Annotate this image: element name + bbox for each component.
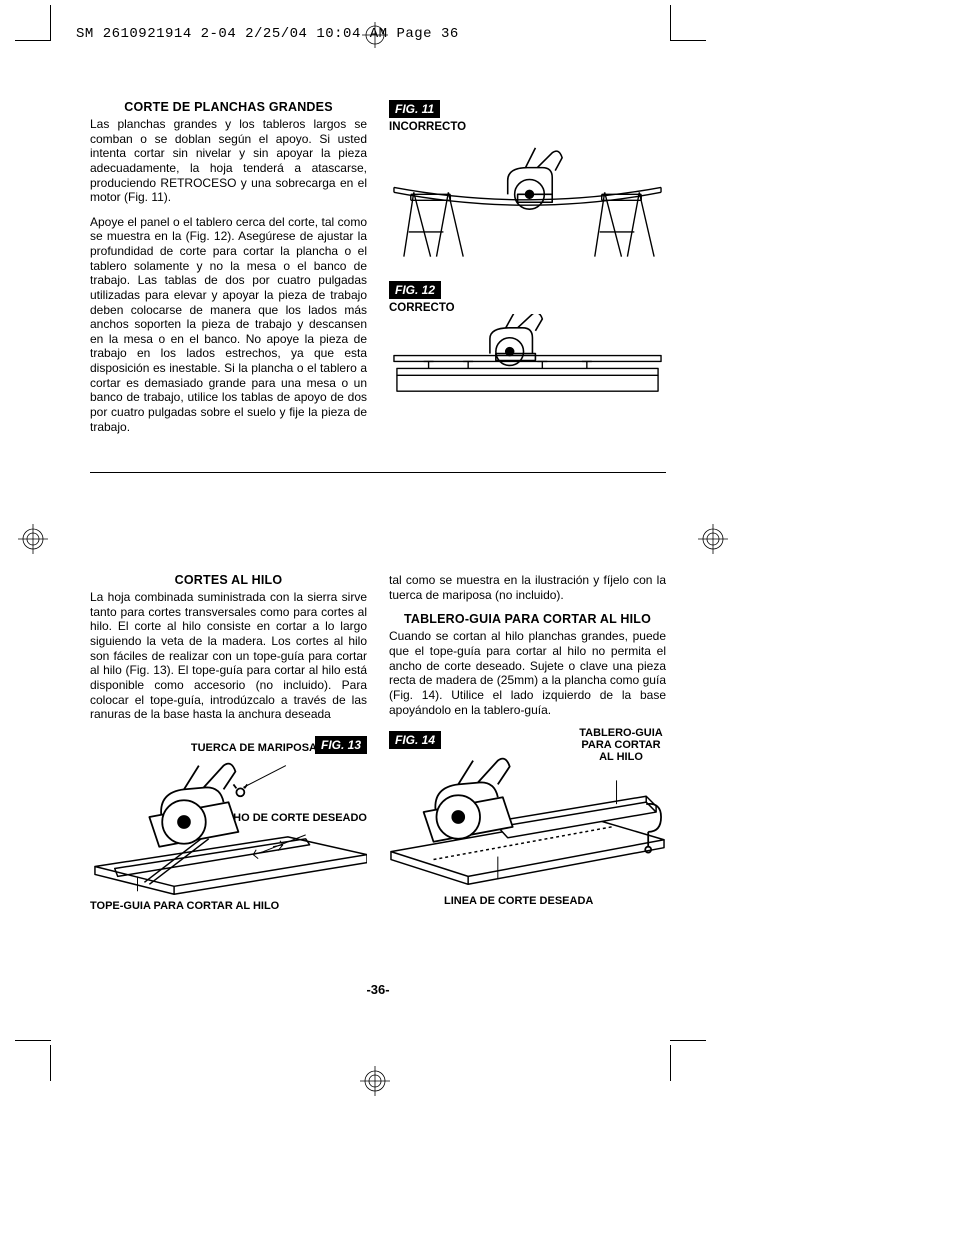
fig11-tag: FIG. 11 (389, 100, 440, 118)
heading-tablero: TABLERO-GUIA PARA CORTAR AL HILO (389, 612, 666, 626)
registration-mark (360, 1066, 390, 1096)
para: La hoja combinada suministrada con la si… (90, 590, 367, 722)
figure-12: FIG. 12 CORRECTO (389, 281, 666, 413)
crop-mark (670, 40, 706, 41)
para: Apoye el panel o el tablero cerca del co… (90, 215, 367, 434)
crop-mark (50, 1045, 51, 1081)
crop-mark (670, 1045, 671, 1081)
crop-mark (670, 1040, 706, 1041)
figure-14: FIG. 14 TABLERO-GUIA PARA CORTAR AL HILO… (389, 727, 666, 907)
section-cortes: CORTES AL HILO La hoja combinada suminis… (90, 573, 666, 912)
registration-mark (18, 524, 48, 554)
fig11-label: INCORRECTO (389, 121, 666, 133)
para: tal como se muestra en la ilustración y … (389, 573, 666, 602)
figure-13: FIG. 13 TUERCA DE MARIPOSA ANCHO DE CORT… (90, 732, 367, 912)
crop-mark (670, 5, 671, 41)
fig13-diagram (90, 732, 367, 912)
para: Cuando se cortan al hilo planchas grande… (389, 629, 666, 717)
heading-cortes: CORTES AL HILO (90, 573, 367, 587)
section-planchas: CORTE DE PLANCHAS GRANDES Las planchas g… (90, 100, 666, 444)
heading-planchas: CORTE DE PLANCHAS GRANDES (90, 100, 367, 114)
fig14-diagram (389, 727, 666, 907)
fig11-diagram (389, 133, 666, 262)
registration-mark (698, 524, 728, 554)
para: Las planchas grandes y los tableros larg… (90, 117, 367, 205)
section-divider (90, 472, 666, 473)
crop-mark (50, 5, 51, 41)
print-header: SM 2610921914 2-04 2/25/04 10:04 AM Page… (76, 26, 459, 42)
page-number: -36- (90, 982, 666, 997)
figure-11: FIG. 11 INCORRECTO (389, 100, 666, 267)
crop-mark (15, 1040, 51, 1041)
page-content: CORTE DE PLANCHAS GRANDES Las planchas g… (90, 100, 666, 997)
crop-mark (15, 40, 51, 41)
fig12-diagram (389, 314, 666, 408)
fig12-label: CORRECTO (389, 302, 666, 314)
fig12-tag: FIG. 12 (389, 281, 441, 299)
